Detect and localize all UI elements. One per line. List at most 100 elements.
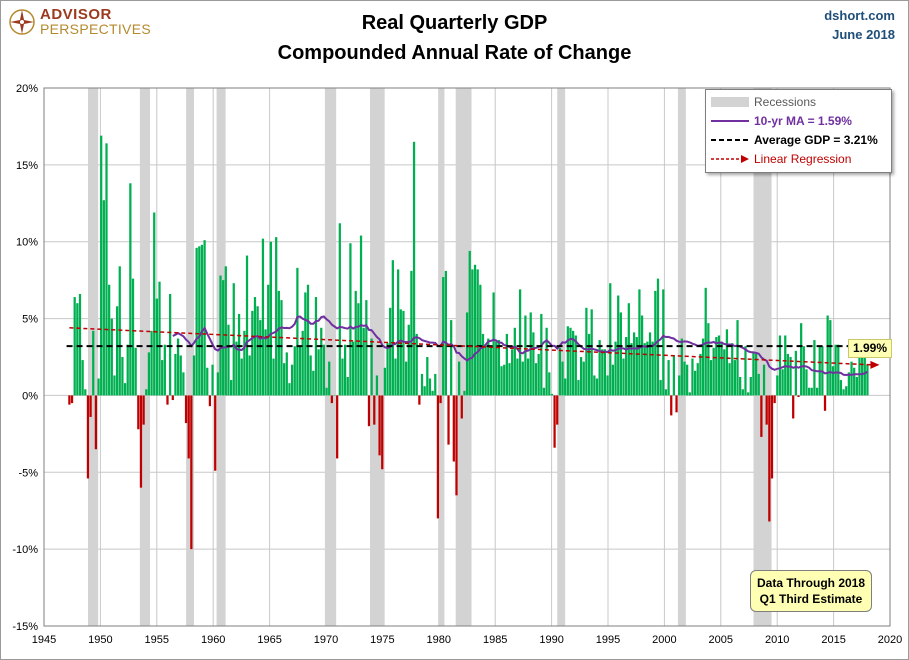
gdp-bar (813, 340, 816, 396)
gdp-bar (365, 300, 368, 396)
gdp-bar (574, 335, 577, 396)
gdp-bar (500, 366, 503, 396)
gdp-bar (349, 243, 352, 396)
gdp-bar (667, 360, 670, 396)
gdp-bar (762, 364, 766, 396)
gdp-bar (489, 347, 493, 396)
gdp-bar (320, 327, 323, 396)
gdp-bar (343, 344, 347, 396)
gdp-bar (243, 330, 246, 396)
gdp-bar (693, 370, 697, 396)
data-note-line-2: Q1 Third Estimate (759, 592, 863, 606)
gdp-bar (858, 347, 861, 396)
gdp-bar (712, 347, 715, 396)
gdp-bar (829, 320, 832, 396)
gdp-bar (346, 376, 349, 396)
gdp-bar (105, 143, 108, 396)
gdp-bar (375, 375, 379, 396)
gdp-bar (351, 341, 355, 396)
gdp-bar (789, 357, 792, 396)
gdp-bar (259, 320, 262, 396)
gdp-bar (458, 361, 461, 396)
gdp-bar (362, 327, 365, 396)
gdp-bar (402, 310, 405, 396)
gdp-bar (691, 358, 694, 396)
gdp-bar (839, 380, 843, 396)
gdp-bar (100, 135, 103, 396)
gdp-bar (431, 390, 434, 396)
gdp-bar (442, 277, 445, 396)
gdp-bar (399, 309, 402, 396)
x-tick-label: 2010 (765, 634, 789, 646)
legend-swatch-ma (711, 120, 749, 122)
gdp-bar (110, 318, 113, 396)
gdp-bar (731, 343, 734, 396)
gdp-bar (558, 347, 562, 396)
gdp-bar (89, 395, 92, 417)
gdp-bar (325, 387, 328, 396)
gdp-bar (853, 367, 856, 396)
gdp-bar (222, 280, 225, 396)
gdp-bar (553, 395, 556, 448)
gdp-bar (108, 284, 111, 396)
gdp-bar (484, 346, 487, 396)
gdp-bar (158, 281, 161, 396)
gdp-bar (593, 375, 596, 396)
data-note-line-1: Data Through 2018 (756, 576, 866, 590)
gdp-bar (733, 360, 736, 396)
gdp-bar (450, 320, 453, 396)
gdp-bar (577, 380, 580, 396)
gdp-bar (725, 329, 729, 396)
gdp-bar (306, 284, 310, 396)
gdp-bar (619, 312, 622, 396)
gdp-bar (169, 293, 172, 396)
gdp-bar (370, 338, 373, 396)
gdp-bar (240, 358, 243, 396)
gdp-bar (715, 337, 718, 396)
x-tick-label: 1955 (145, 634, 169, 646)
x-tick-label: 2005 (709, 634, 733, 646)
gdp-bar (219, 275, 222, 396)
gdp-bar (678, 375, 681, 396)
gdp-bar (670, 395, 673, 416)
gdp-bar (831, 366, 835, 396)
gdp-bar (662, 289, 665, 396)
x-tick-label: 1960 (201, 634, 225, 646)
axes: 1945 1950 1955 1960 1965 1970 1975 1980 1985 1990… (12, 83, 902, 646)
gdp-bar (179, 355, 182, 396)
gdp-bar (224, 266, 227, 396)
gdp-bar (391, 260, 394, 396)
advisor-perspectives-logo: ADVISOR PERSPECTIVES (8, 7, 151, 36)
y-tick-label: 10% (16, 237, 38, 249)
gdp-bar (381, 395, 384, 470)
gdp-bar (603, 349, 607, 396)
gdp-bar (415, 333, 418, 396)
gdp-bar (465, 312, 469, 396)
gdp-bar (145, 389, 148, 396)
gdp-bar (312, 370, 315, 396)
gdp-bar (410, 270, 413, 396)
data-note: Data Through 2018 Q1 Third Estimate (750, 570, 872, 612)
gdp-bar (540, 313, 543, 396)
y-tick-label: -5% (18, 467, 38, 479)
overlay-lines (66, 315, 880, 377)
x-tick-label: 1990 (539, 634, 563, 646)
gdp-bar (847, 372, 851, 396)
gdp-bar (630, 343, 633, 396)
gdp-bar (192, 355, 196, 396)
gdp-bar (214, 395, 217, 471)
gdp-bar (707, 323, 710, 396)
gdp-bar (566, 326, 569, 396)
gdp-bar (471, 269, 474, 396)
gdp-bar (211, 364, 214, 396)
gdp-bar (264, 329, 267, 396)
gdp-bar (805, 369, 808, 396)
gdp-bar (84, 389, 87, 396)
y-tick-label: -15% (12, 621, 38, 633)
gdp-bar (412, 141, 416, 396)
gdp-bar (203, 240, 206, 396)
y-tick-label: 5% (22, 314, 38, 326)
gdp-bar (285, 352, 288, 396)
gdp-bar (744, 346, 747, 396)
gdp-bar (394, 358, 397, 396)
